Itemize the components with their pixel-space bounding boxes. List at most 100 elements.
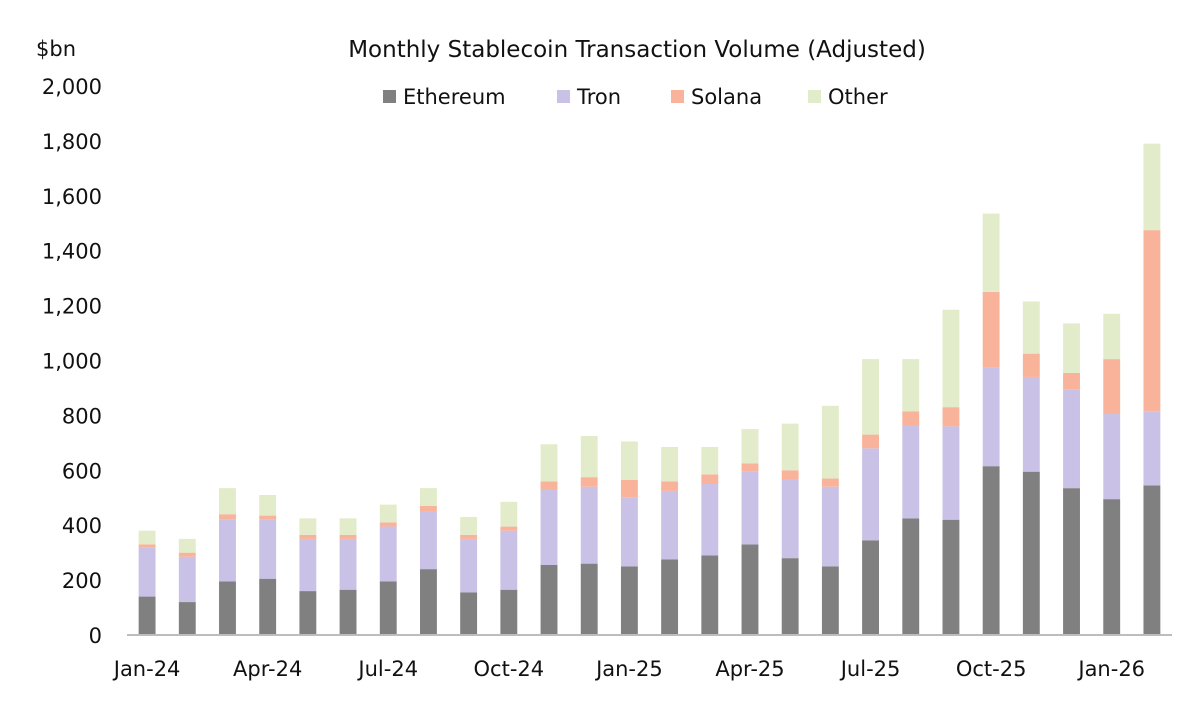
y-tick-label: 600 bbox=[62, 459, 102, 483]
bar-stack bbox=[138, 530, 156, 635]
bar-tron bbox=[982, 367, 1000, 467]
bar-stack bbox=[1143, 143, 1161, 635]
bar-tron bbox=[661, 490, 679, 560]
y-tick-label: 800 bbox=[62, 404, 102, 428]
x-tick-label: Jan-25 bbox=[594, 657, 663, 681]
x-tick-label: Oct-25 bbox=[956, 657, 1027, 681]
bar-stack bbox=[1063, 323, 1080, 635]
bar-tron bbox=[701, 484, 719, 556]
bar-ethereum bbox=[1022, 471, 1040, 635]
bar-other bbox=[299, 518, 317, 535]
x-tick-label: Jan-24 bbox=[112, 657, 181, 681]
bar-stack bbox=[1103, 313, 1121, 635]
bar-solana bbox=[138, 544, 156, 548]
legend-label: Solana bbox=[691, 85, 762, 109]
y-tick-label: 1,200 bbox=[42, 295, 102, 319]
bar-solana bbox=[821, 478, 839, 487]
bar-solana bbox=[379, 522, 397, 527]
chart-title: Monthly Stablecoin Transaction Volume (A… bbox=[348, 37, 926, 63]
y-tick-label: 1,600 bbox=[42, 185, 102, 209]
bar-tron bbox=[540, 489, 558, 566]
legend-swatch bbox=[671, 90, 684, 103]
bar-other bbox=[862, 359, 879, 435]
bar-tron bbox=[500, 530, 518, 590]
bar-stack bbox=[379, 504, 397, 635]
bar-ethereum bbox=[620, 566, 638, 635]
bar-other bbox=[741, 429, 759, 464]
bar-solana bbox=[902, 411, 920, 426]
y-tick-label: 1,800 bbox=[42, 130, 102, 154]
y-tick-label: 200 bbox=[62, 569, 102, 593]
bar-ethereum bbox=[701, 555, 719, 635]
bar-other bbox=[701, 446, 719, 475]
bar-other bbox=[420, 488, 437, 506]
bar-ethereum bbox=[379, 581, 397, 635]
bar-other bbox=[942, 309, 960, 408]
x-tick-label: Apr-25 bbox=[715, 657, 784, 681]
bar-solana bbox=[420, 505, 437, 512]
bar-stack bbox=[339, 518, 357, 635]
legend-item-solana: Solana bbox=[671, 85, 762, 109]
legend-swatch bbox=[383, 90, 396, 103]
bar-ethereum bbox=[219, 581, 236, 635]
bar-solana bbox=[1022, 353, 1040, 377]
bar-stack bbox=[540, 444, 558, 635]
legend-label: Tron bbox=[576, 85, 621, 109]
bar-stack bbox=[781, 423, 799, 635]
bar-solana bbox=[580, 477, 598, 487]
bar-tron bbox=[299, 538, 317, 592]
bar-solana bbox=[982, 291, 1000, 368]
bar-other bbox=[379, 504, 397, 523]
bar-solana bbox=[460, 534, 478, 539]
bar-stack bbox=[219, 488, 236, 635]
bar-solana bbox=[781, 470, 799, 480]
bar-solana bbox=[339, 534, 357, 539]
bar-tron bbox=[1143, 411, 1161, 486]
bar-ethereum bbox=[781, 558, 799, 635]
bar-tron bbox=[821, 486, 839, 567]
bar-solana bbox=[219, 514, 236, 520]
bar-ethereum bbox=[460, 592, 478, 635]
bar-solana bbox=[620, 479, 638, 498]
bar-tron bbox=[259, 519, 277, 579]
bar-tron bbox=[339, 538, 357, 590]
bar-tron bbox=[862, 448, 879, 541]
bar-tron bbox=[741, 471, 759, 545]
bar-ethereum bbox=[540, 565, 558, 635]
bar-ethereum bbox=[178, 602, 196, 635]
bar-stack bbox=[701, 446, 719, 635]
bar-solana bbox=[299, 534, 317, 539]
bar-ethereum bbox=[942, 519, 960, 635]
legend-item-ethereum: Ethereum bbox=[383, 85, 506, 109]
bar-stack bbox=[178, 538, 196, 635]
bar-other bbox=[219, 488, 236, 515]
bar-ethereum bbox=[500, 589, 518, 635]
bar-other bbox=[1143, 143, 1161, 231]
y-tick-label: 400 bbox=[62, 514, 102, 538]
bar-solana bbox=[701, 474, 719, 485]
bar-stack bbox=[460, 516, 478, 635]
bar-tron bbox=[219, 519, 236, 582]
y-tick-label: 0 bbox=[89, 624, 102, 648]
bar-ethereum bbox=[1103, 499, 1121, 635]
x-tick-label: Jul-25 bbox=[839, 657, 901, 681]
bar-stack bbox=[982, 213, 1000, 635]
bar-stack bbox=[420, 488, 437, 635]
bar-other bbox=[1063, 323, 1080, 373]
bar-tron bbox=[1063, 389, 1080, 489]
bar-stack bbox=[942, 309, 960, 635]
bar-other bbox=[902, 359, 920, 412]
bar-other bbox=[661, 446, 679, 482]
bar-solana bbox=[1063, 372, 1080, 390]
bar-other bbox=[821, 405, 839, 479]
legend-swatch bbox=[557, 90, 570, 103]
bar-tron bbox=[138, 547, 156, 597]
bar-other bbox=[138, 530, 156, 545]
bar-ethereum bbox=[339, 589, 357, 635]
bar-tron bbox=[902, 425, 920, 519]
bar-stack bbox=[259, 495, 277, 635]
y-tick-label: 1,000 bbox=[42, 350, 102, 374]
bar-other bbox=[259, 495, 277, 516]
